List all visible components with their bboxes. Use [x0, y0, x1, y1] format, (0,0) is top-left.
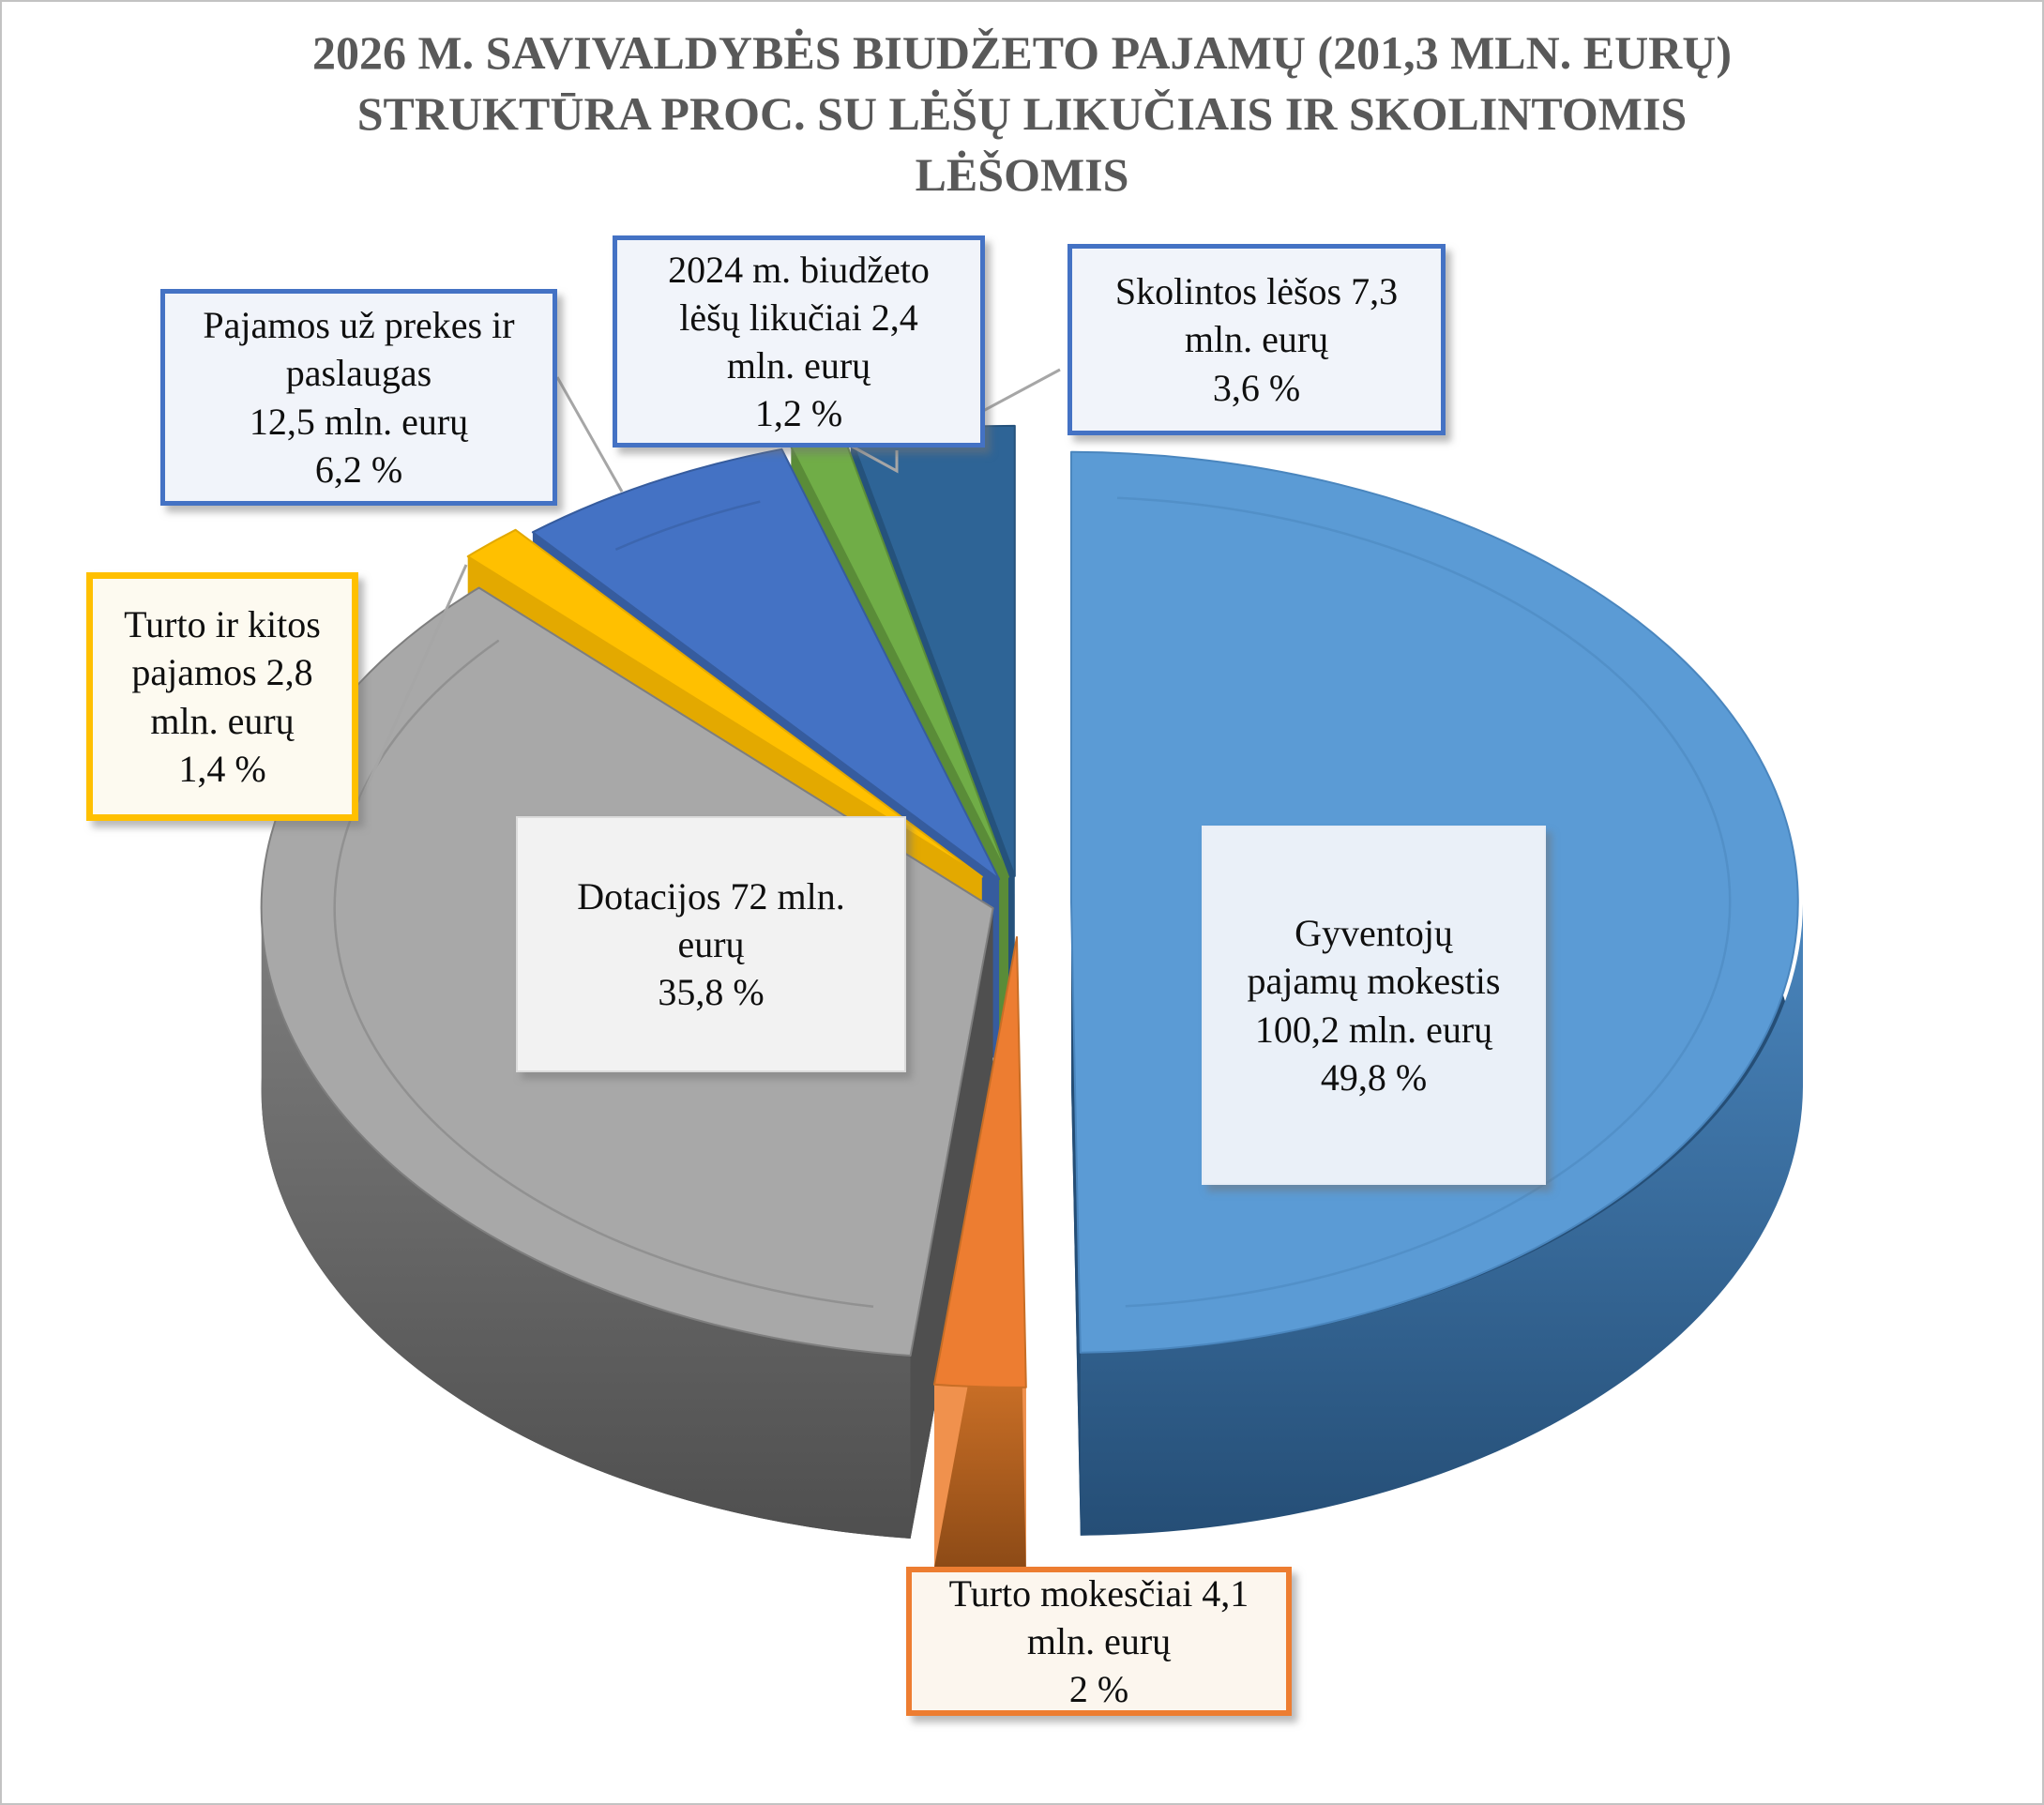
pie-slice-edge-2	[910, 908, 993, 1539]
pie-slice-top-3	[466, 528, 983, 878]
callout-label: Gyventojų pajamų mokestis 100,2 mln. eur…	[1247, 912, 1501, 1099]
callout-leader-line	[838, 437, 899, 474]
pie-slice-rim-2	[261, 909, 911, 1539]
callout-label: Turto ir kitos pajamos 2,8 mln. eurų 1,4…	[124, 603, 321, 790]
callout-dotacijos: Dotacijos 72 mln. eurų 35,8 %	[516, 816, 906, 1072]
chart-title: 2026 M. SAVIVALDYBĖS BIUDŽETO PAJAMŲ (20…	[2, 23, 2042, 205]
callout-label: Skolintos lėšos 7,3 mln. eurų 3,6 %	[1114, 270, 1399, 409]
callout-2024-biudzeto-lesu-likuciai: 2024 m. biudžeto lėšų likučiai 2,4 mln. …	[613, 235, 985, 447]
callout-label: Pajamos už prekes ir paslaugas 12,5 mln.…	[203, 304, 515, 491]
callout-label: 2024 m. biudžeto lėšų likučiai 2,4 mln. …	[668, 248, 930, 435]
chart-title-line-1: 2026 M. SAVIVALDYBĖS BIUDŽETO PAJAMŲ (20…	[311, 26, 1733, 79]
callout-leader-line	[359, 564, 468, 800]
callout-leader-line	[555, 376, 624, 493]
callout-skolintos-lesos: Skolintos lėšos 7,3 mln. eurų 3,6 %	[1067, 244, 1446, 435]
pie-slice-bevel-line-4	[614, 500, 761, 551]
callout-gyventoju-pajamu-mokestis: Gyventojų pajamų mokestis 100,2 mln. eur…	[1202, 826, 1546, 1185]
pie-slice-rim-0	[1080, 903, 1803, 1536]
callout-turto-mokesciai: Turto mokesčiai 4,1 mln. eurų 2 %	[906, 1567, 1292, 1716]
pie-slice-bevel-line-0	[1116, 496, 1732, 1308]
chart-title-line-3: LĖŠOMIS	[915, 148, 1129, 201]
callout-label: Dotacijos 72 mln. eurų 35,8 %	[577, 874, 845, 1014]
pie-slice-top-4	[531, 447, 1001, 881]
chart-title-line-2: STRUKTŪRA PROC. SU LĖŠŲ LIKUČIAIS IR SKO…	[356, 87, 1688, 140]
pie-slice-top-1	[933, 935, 1027, 1388]
pie-slice-bevel-line-2	[333, 639, 874, 1309]
callout-pajamos-uz-prekes-ir-paslaugas: Pajamos už prekes ir paslaugas 12,5 mln.…	[160, 289, 557, 506]
callout-label: Turto mokesčiai 4,1 mln. eurų 2 %	[948, 1571, 1249, 1711]
callout-turto-ir-kitos-pajamos: Turto ir kitos pajamos 2,8 mln. eurų 1,4…	[86, 572, 358, 821]
